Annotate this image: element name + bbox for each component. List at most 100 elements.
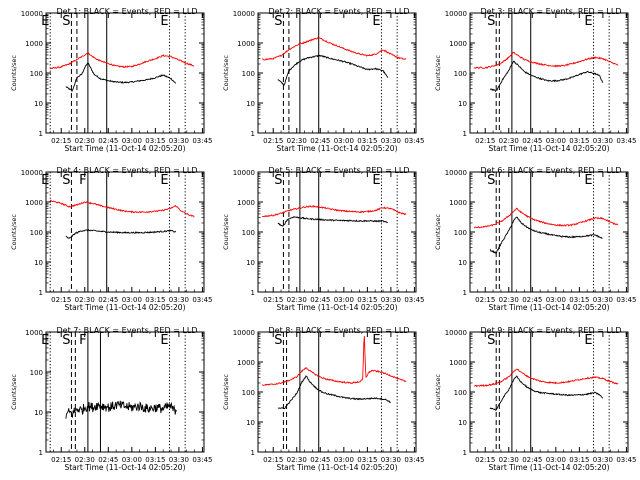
y-axis-label: Counts/sec <box>222 374 230 410</box>
panel-det-7: 1 10 100 1000 02:15 02:30 02:45 03:00 03:15 03:30… <box>10 326 213 472</box>
x-tick-label: 02:30 <box>499 137 519 145</box>
x-tick-label: 03:30 <box>381 296 401 304</box>
plot-frame <box>257 171 417 293</box>
time-marker-label: E <box>160 173 168 188</box>
x-tick-label: 02:45 <box>310 137 330 145</box>
lld-series-line <box>262 205 407 218</box>
x-tick-label: 02:30 <box>75 296 95 304</box>
x-tick-label: 03:15 <box>145 456 165 464</box>
x-tick-label: 02:45 <box>310 456 330 464</box>
x-tick-label: 03:00 <box>546 456 566 464</box>
y-tick-label: 10 <box>34 259 43 267</box>
x-tick-label: 03:15 <box>569 137 589 145</box>
y-tick-label: 100 <box>242 389 255 397</box>
events-series-line <box>65 62 177 93</box>
x-tick-label: 03:30 <box>169 456 189 464</box>
x-tick-label: 03:00 <box>122 137 142 145</box>
y-tick-label: 1000 <box>449 199 467 207</box>
x-tick-label: 03:30 <box>381 456 401 464</box>
plot-frame <box>469 331 629 453</box>
time-marker-label: F <box>79 333 86 348</box>
events-series-line <box>65 400 177 419</box>
x-axis-label: Start Time (11-Oct-14 02:05:20) <box>488 463 609 472</box>
x-tick-label: 02:30 <box>75 456 95 464</box>
x-tick-label: 03:00 <box>334 137 354 145</box>
y-axis-label: Counts/sec <box>10 214 18 250</box>
x-tick-label: 02:45 <box>522 137 542 145</box>
lld-series-line <box>262 36 407 61</box>
time-marker-label: E <box>41 14 49 29</box>
x-tick-label: 02:45 <box>98 137 118 145</box>
panel-det-6: 1 10 100 1000 10000 02:15 02:30 02:45 03:00 03:15… <box>434 166 637 312</box>
time-marker-label: S <box>274 333 282 348</box>
plot-frame <box>45 331 205 453</box>
y-tick-label: 10000 <box>445 10 467 18</box>
x-tick-label: 03:45 <box>616 456 636 464</box>
time-marker-label: E <box>160 333 168 348</box>
x-axis-label: Start Time (11-Oct-14 02:05:20) <box>276 144 397 153</box>
x-tick-label: 03:30 <box>381 137 401 145</box>
x-tick-label: 02:45 <box>522 296 542 304</box>
x-axis-label: Start Time (11-Oct-14 02:05:20) <box>488 144 609 153</box>
x-tick-label: 03:30 <box>593 456 613 464</box>
x-tick-label: 02:30 <box>287 296 307 304</box>
lld-series-line <box>261 336 407 386</box>
lld-series-line <box>50 52 195 70</box>
x-axis-label: Start Time (11-Oct-14 02:05:20) <box>276 303 397 312</box>
y-tick-label: 100 <box>30 369 43 377</box>
y-tick-label: 10 <box>458 259 467 267</box>
time-marker-label: E <box>372 333 380 348</box>
x-tick-label: 02:30 <box>287 137 307 145</box>
panel-det-2: 1 10 100 1000 10000 02:15 02:30 02:45 03:00 03:15… <box>222 7 425 153</box>
x-tick-label: 03:15 <box>357 296 377 304</box>
y-axis-label: Counts/sec <box>434 214 442 250</box>
panel-det-8: 1 10 100 1000 10000 02:15 02:30 02:45 03:00 03:15… <box>222 326 425 472</box>
y-tick-label: 1 <box>39 130 43 138</box>
y-tick-label: 10000 <box>233 10 255 18</box>
y-tick-label: 10000 <box>233 329 255 337</box>
panel-title: Det 2: BLACK = Events, RED = LLD <box>269 7 410 16</box>
y-tick-label: 1 <box>251 449 255 457</box>
y-tick-label: 1000 <box>449 40 467 48</box>
x-tick-label: 03:45 <box>192 296 212 304</box>
x-tick-label: 02:30 <box>499 296 519 304</box>
y-tick-label: 1000 <box>25 329 43 337</box>
time-marker-label: E <box>41 333 49 348</box>
y-tick-label: 100 <box>242 229 255 237</box>
x-tick-label: 03:00 <box>122 296 142 304</box>
y-tick-label: 100 <box>454 389 467 397</box>
x-axis-label: Start Time (11-Oct-14 02:05:20) <box>488 303 609 312</box>
y-tick-label: 10 <box>246 100 255 108</box>
y-axis-label: Counts/sec <box>10 55 18 91</box>
events-series-line <box>489 375 603 411</box>
time-marker-label: S <box>274 173 282 188</box>
y-tick-label: 10000 <box>233 169 255 177</box>
y-tick-label: 1 <box>463 289 467 297</box>
y-tick-label: 100 <box>30 229 43 237</box>
x-tick-label: 02:45 <box>98 456 118 464</box>
y-tick-label: 1 <box>39 289 43 297</box>
events-series-line <box>277 215 388 227</box>
y-tick-label: 10000 <box>21 169 43 177</box>
time-marker-label: F <box>79 173 86 188</box>
time-marker-label: E <box>584 333 592 348</box>
y-tick-label: 1000 <box>25 40 43 48</box>
x-tick-label: 03:45 <box>616 296 636 304</box>
x-tick-label: 03:00 <box>546 137 566 145</box>
y-axis-label: Counts/sec <box>434 374 442 410</box>
x-tick-label: 02:45 <box>310 296 330 304</box>
lld-series-line <box>473 207 619 229</box>
y-tick-label: 100 <box>242 70 255 78</box>
x-tick-label: 03:45 <box>616 137 636 145</box>
plot-frame <box>469 12 629 134</box>
x-tick-label: 03:15 <box>145 296 165 304</box>
x-axis-label: Start Time (11-Oct-14 02:05:20) <box>64 144 185 153</box>
y-tick-label: 10 <box>458 100 467 108</box>
y-tick-label: 1 <box>463 130 467 138</box>
x-tick-label: 03:45 <box>404 137 424 145</box>
panel-det-3: 1 10 100 1000 10000 02:15 02:30 02:45 03:00 03:15… <box>434 7 637 153</box>
time-marker-label: S <box>274 14 282 29</box>
x-tick-label: 03:00 <box>122 456 142 464</box>
x-axis-label: Start Time (11-Oct-14 02:05:20) <box>64 303 185 312</box>
